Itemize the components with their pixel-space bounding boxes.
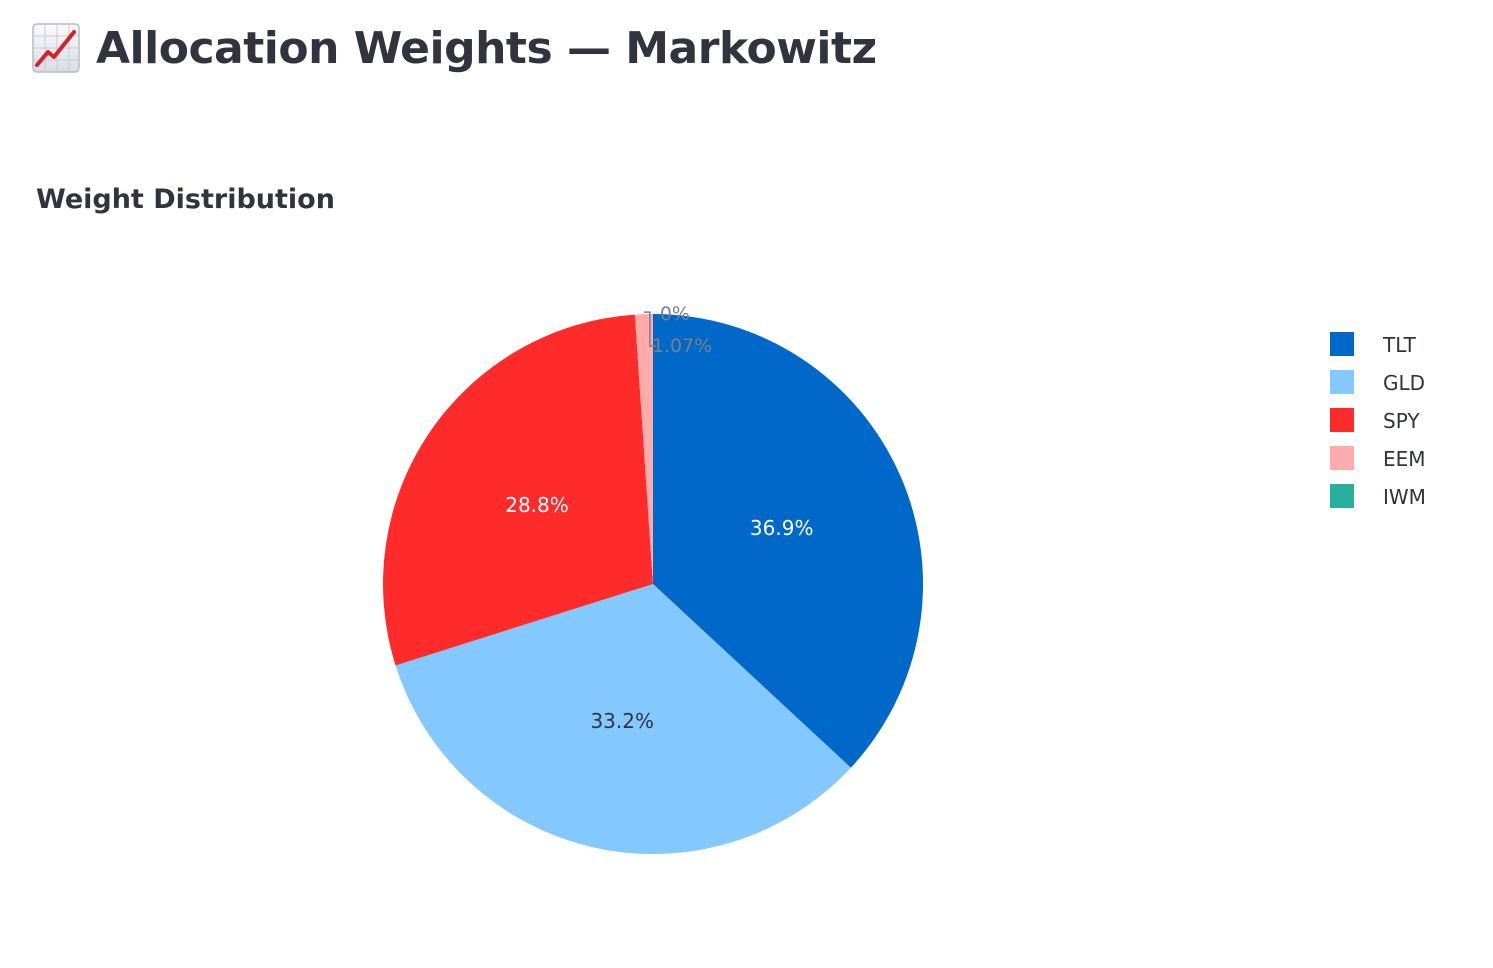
slice-label-tlt: 36.9% <box>750 516 814 540</box>
legend-item-tlt[interactable]: TLT <box>1330 332 1417 357</box>
section-heading: Weight Distribution <box>36 184 335 215</box>
chart-increasing-icon <box>32 23 80 73</box>
legend-swatch-iwm <box>1330 484 1354 508</box>
legend-item-gld[interactable]: GLD <box>1330 370 1425 395</box>
pie-slice-spy[interactable] <box>383 314 653 666</box>
legend-swatch-spy <box>1330 408 1354 432</box>
slice-label-iwm: 0% <box>660 303 690 325</box>
pie-slice-eem[interactable] <box>634 314 653 584</box>
pie-slice-gld[interactable] <box>395 584 851 854</box>
pie-labels: 36.9% 33.2% 28.8% 0% 1.07% <box>505 303 813 733</box>
slice-label-eem: 1.07% <box>652 335 712 357</box>
outside-label-leader-line <box>643 311 656 347</box>
legend-label-gld: GLD <box>1383 371 1425 395</box>
page-title-text: Allocation Weights — Markowitz <box>96 22 877 74</box>
legend-item-iwm[interactable]: IWM <box>1330 484 1426 509</box>
legend-swatch-tlt <box>1330 332 1354 356</box>
pie-chart: 36.9% 33.2% 28.8% 0% 1.07% TLT GLD SPY EEM IWM <box>383 303 1426 854</box>
page-title: Allocation Weights — Markowitz <box>32 12 877 84</box>
chart-legend: TLT GLD SPY EEM IWM <box>1330 332 1426 509</box>
legend-label-tlt: TLT <box>1382 333 1417 357</box>
legend-item-spy[interactable]: SPY <box>1330 408 1420 433</box>
legend-swatch-gld <box>1330 370 1354 394</box>
slice-label-spy: 28.8% <box>505 493 569 517</box>
pie-slice-tlt[interactable] <box>653 314 923 768</box>
pie-slices <box>383 314 923 854</box>
slice-label-gld: 33.2% <box>590 709 654 733</box>
legend-label-iwm: IWM <box>1383 485 1426 509</box>
legend-item-eem[interactable]: EEM <box>1330 446 1426 471</box>
legend-swatch-eem <box>1330 446 1354 470</box>
legend-label-eem: EEM <box>1383 447 1426 471</box>
legend-label-spy: SPY <box>1383 409 1420 433</box>
